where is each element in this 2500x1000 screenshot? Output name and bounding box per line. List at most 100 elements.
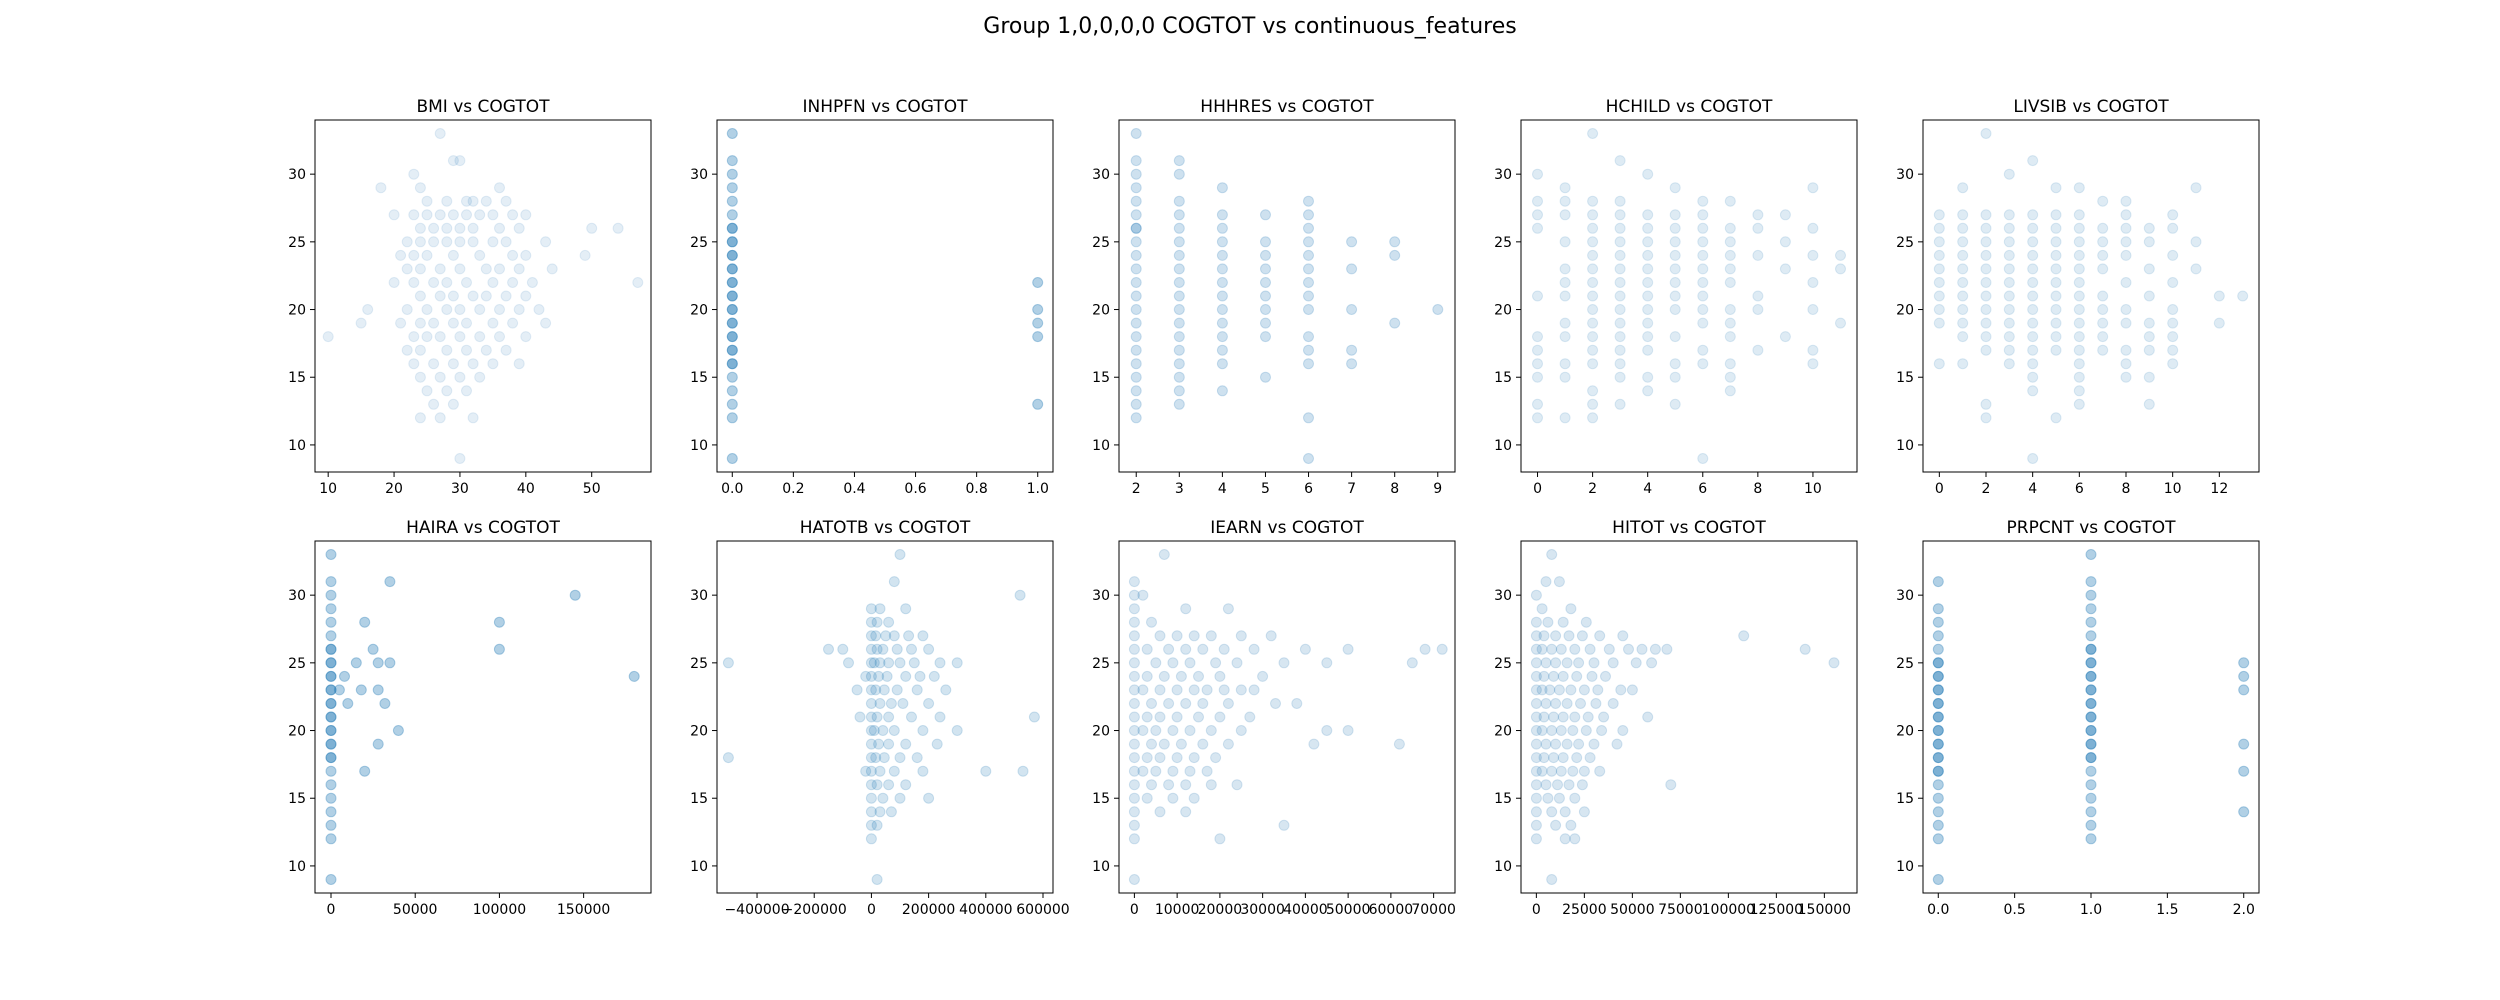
data-point xyxy=(1550,630,1562,642)
x-tick-label: 0 xyxy=(1935,481,1944,497)
data-point xyxy=(1580,616,1592,628)
data-point xyxy=(726,236,738,248)
data-point xyxy=(434,209,446,221)
y-tick-label: 30 xyxy=(1092,167,1110,183)
data-point xyxy=(467,290,479,302)
data-point xyxy=(1216,263,1228,275)
data-point xyxy=(1559,833,1571,845)
data-point xyxy=(1158,670,1170,682)
x-tick-label: 150000 xyxy=(557,902,610,918)
data-point xyxy=(359,616,371,628)
data-point xyxy=(1130,128,1142,139)
data-point xyxy=(1614,398,1626,410)
data-point xyxy=(1530,833,1542,845)
data-point xyxy=(494,222,505,234)
data-point xyxy=(1932,806,1944,818)
data-point xyxy=(1548,670,1560,682)
data-point xyxy=(722,657,734,669)
data-point xyxy=(1130,385,1142,397)
data-point xyxy=(2003,222,2015,234)
data-point xyxy=(1260,290,1271,302)
data-point xyxy=(1669,371,1681,383)
subplot-9: HITOT vs COGTOT 0 25000 50000 75000 100000125… xyxy=(1494,518,1858,918)
data-point xyxy=(1980,344,1992,356)
data-point xyxy=(928,670,940,682)
data-point xyxy=(2085,711,2097,723)
data-point xyxy=(1584,643,1596,655)
x-tick-label: 25000 xyxy=(1562,902,1607,918)
data-point xyxy=(1669,263,1681,275)
data-point xyxy=(2003,249,2015,261)
data-point xyxy=(513,222,525,234)
data-point xyxy=(2190,182,2202,194)
data-point xyxy=(1342,725,1354,736)
data-point xyxy=(2027,453,2039,464)
data-point xyxy=(1697,358,1709,370)
data-point xyxy=(2097,222,2109,234)
data-point xyxy=(414,344,426,356)
data-point xyxy=(1173,358,1185,370)
data-point xyxy=(1614,317,1626,329)
data-point xyxy=(414,222,426,234)
data-point xyxy=(2027,385,2039,397)
data-point xyxy=(447,209,459,221)
data-point xyxy=(2085,670,2097,682)
data-point xyxy=(2073,236,2085,248)
x-tick-label: 0.0 xyxy=(721,481,743,497)
data-point xyxy=(2120,222,2132,234)
data-point xyxy=(1559,277,1571,288)
data-point xyxy=(1932,752,1944,764)
data-point xyxy=(1933,290,1945,302)
data-point xyxy=(1231,657,1243,669)
data-point xyxy=(1559,209,1571,221)
data-point xyxy=(1546,874,1558,885)
data-point xyxy=(726,128,738,139)
data-point xyxy=(1216,222,1228,234)
x-tick-label: −400000 xyxy=(724,902,789,918)
data-point xyxy=(1163,698,1175,709)
data-point xyxy=(1128,603,1140,615)
data-point xyxy=(1932,725,1944,736)
data-point xyxy=(1697,209,1709,221)
data-point xyxy=(1530,589,1542,601)
data-point xyxy=(1308,738,1320,750)
data-point xyxy=(874,765,886,777)
data-point xyxy=(1303,412,1314,424)
data-point xyxy=(2027,290,2039,302)
data-point xyxy=(414,263,426,275)
data-point xyxy=(2027,263,2039,275)
x-tick-label: 6 xyxy=(1698,481,1707,497)
x-tick-label: 150000 xyxy=(1798,902,1851,918)
data-point xyxy=(1530,779,1542,791)
data-point xyxy=(513,304,525,315)
data-point xyxy=(1303,249,1314,261)
y-tick-label: 30 xyxy=(288,588,306,604)
data-point xyxy=(1137,589,1149,601)
data-point xyxy=(1567,765,1579,777)
data-point xyxy=(2190,236,2202,248)
data-point xyxy=(1173,398,1185,410)
data-point xyxy=(2085,657,2097,669)
data-point xyxy=(461,385,472,397)
data-point xyxy=(1932,630,1944,642)
data-point xyxy=(1214,711,1226,723)
figure-title: Group 1,0,0,0,0 COGTOT vs continuous_fea… xyxy=(983,14,1517,39)
data-point xyxy=(461,317,472,329)
y-tick-label: 10 xyxy=(288,438,306,454)
data-point xyxy=(1128,765,1140,777)
data-point xyxy=(1303,453,1314,464)
data-point xyxy=(1933,263,1945,275)
data-point xyxy=(1260,249,1271,261)
data-point xyxy=(408,209,420,221)
data-point xyxy=(325,752,337,764)
data-point xyxy=(1550,819,1562,831)
data-point xyxy=(461,277,472,288)
data-point xyxy=(1614,249,1626,261)
data-point xyxy=(447,358,459,370)
data-point xyxy=(1180,603,1192,615)
data-point xyxy=(891,684,903,696)
data-point xyxy=(1614,195,1626,207)
data-point xyxy=(1587,277,1599,288)
